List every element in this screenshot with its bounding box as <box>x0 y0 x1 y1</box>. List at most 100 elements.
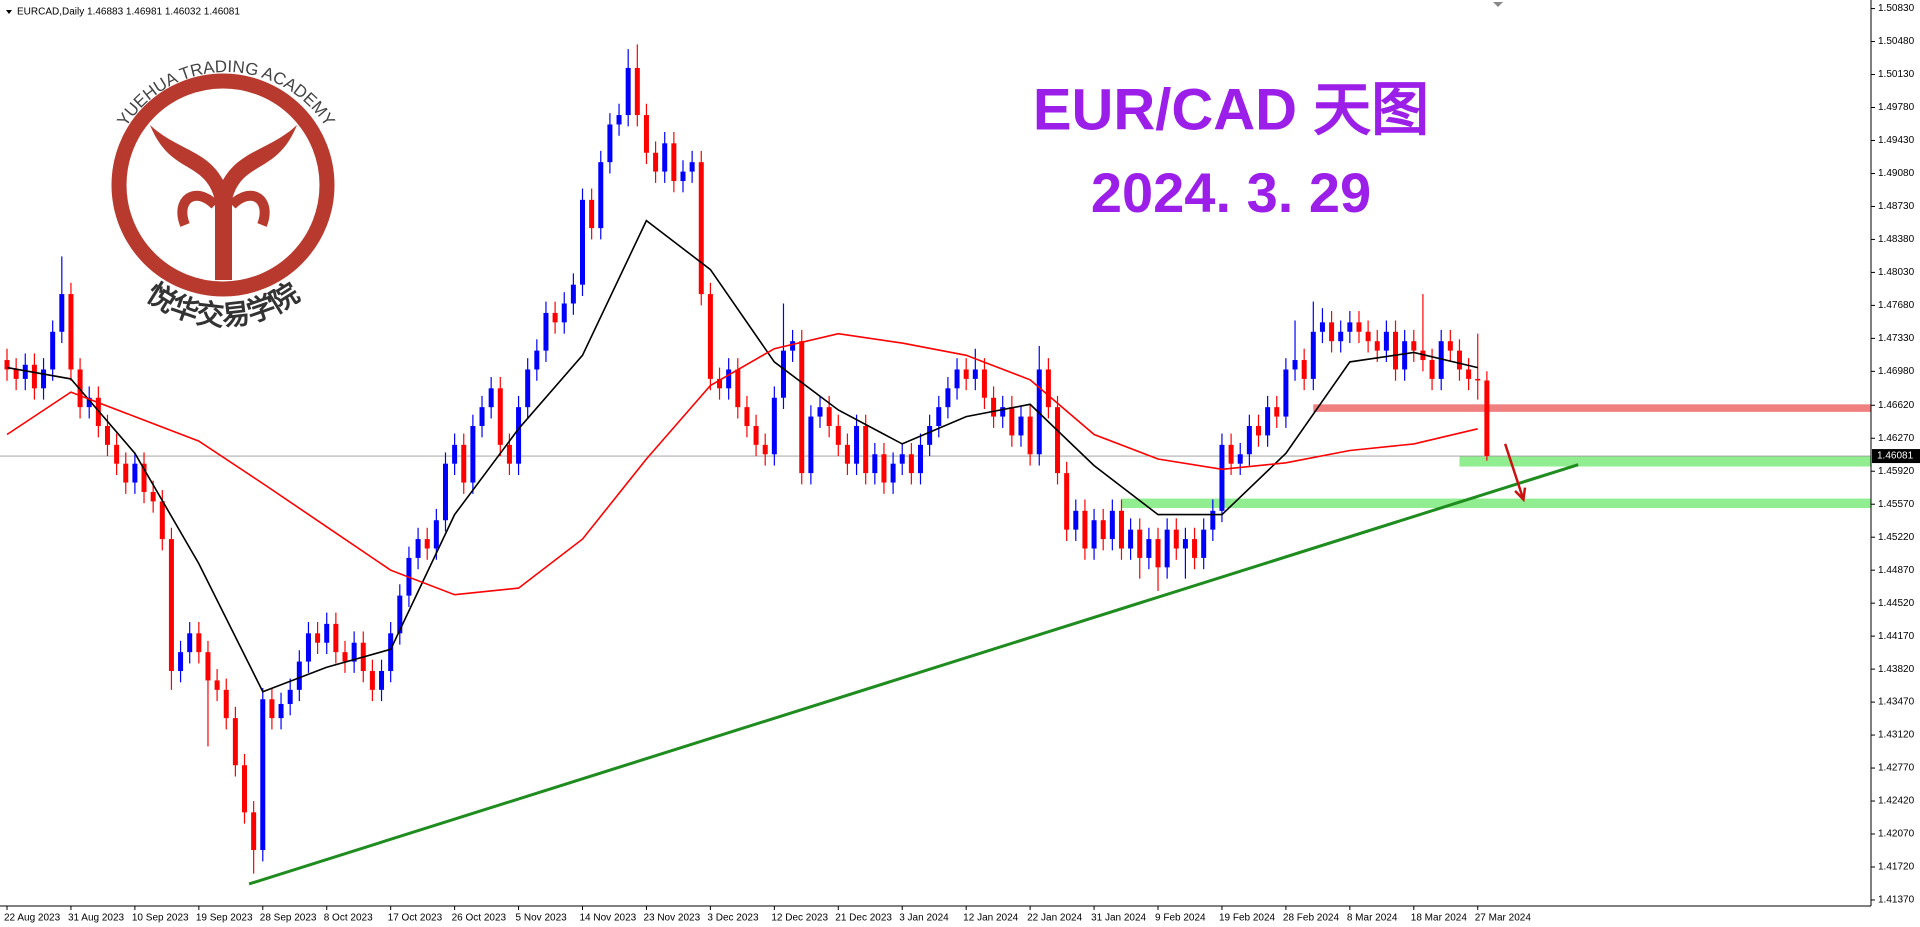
candle-body <box>196 633 202 653</box>
x-tick-label: 10 Sep 2023 <box>132 913 189 924</box>
candle-body <box>223 689 229 719</box>
candle-body <box>86 397 92 408</box>
candle-body <box>1027 416 1033 455</box>
candle-body <box>1292 360 1298 370</box>
candle-body <box>790 341 796 351</box>
candle-body <box>31 364 37 389</box>
candle-body <box>1228 444 1234 464</box>
candle-body <box>589 199 595 229</box>
candle-body <box>826 407 832 427</box>
candle-body <box>379 670 385 690</box>
candle-body <box>1073 510 1079 530</box>
x-tick-label: 9 Feb 2024 <box>1155 913 1206 924</box>
moving-average <box>6 332 1478 596</box>
candle-body <box>1484 380 1490 457</box>
candle-body <box>1265 407 1271 436</box>
candle-body <box>534 350 540 370</box>
y-tick-label: 1.45920 <box>1878 466 1915 477</box>
candle-body <box>543 312 549 351</box>
x-tick-label: 8 Mar 2024 <box>1347 913 1398 924</box>
y-tick-label: 1.46270 <box>1878 433 1915 444</box>
candle-body <box>1347 322 1353 332</box>
candle-body <box>918 444 923 474</box>
price-box <box>1872 449 1920 464</box>
y-tick-label: 1.50480 <box>1878 36 1915 47</box>
y-tick-label: 1.42420 <box>1878 796 1915 807</box>
candle-body <box>141 463 147 492</box>
candle-body <box>908 454 914 474</box>
candle-body <box>744 407 750 427</box>
candle-body <box>214 680 220 690</box>
candle-body <box>762 444 768 455</box>
moving-average <box>6 219 1478 693</box>
candle-body <box>424 539 430 549</box>
candle-body <box>1219 444 1225 511</box>
candle-body <box>1438 341 1444 379</box>
y-tick-label: 1.47330 <box>1878 333 1915 344</box>
candle-body <box>442 463 448 521</box>
x-tick-label: 14 Nov 2023 <box>580 913 637 924</box>
x-tick-label: 28 Feb 2024 <box>1283 913 1340 924</box>
candle-body <box>1082 510 1088 549</box>
candle-body <box>643 115 649 153</box>
candle-body <box>580 199 586 285</box>
y-tick-label: 1.45570 <box>1878 499 1915 510</box>
candle-body <box>1301 360 1307 379</box>
candle-body <box>780 350 786 398</box>
x-tick-label: 22 Aug 2023 <box>4 913 61 924</box>
y-tick-label: 1.44870 <box>1878 565 1915 576</box>
candle-body <box>1146 539 1152 558</box>
candle-body <box>315 633 321 643</box>
candle-body <box>1192 539 1198 558</box>
x-tick-label: 12 Jan 2024 <box>963 913 1018 924</box>
x-tick-label: 27 Mar 2024 <box>1475 913 1532 924</box>
candle-body <box>844 444 850 464</box>
candle-body <box>1310 331 1316 379</box>
x-tick-label: 3 Dec 2023 <box>707 913 759 924</box>
y-tick-label: 1.50130 <box>1878 69 1915 80</box>
candle-body <box>168 539 174 671</box>
candle-body <box>1475 378 1481 381</box>
candle-body <box>187 633 193 653</box>
candle-body <box>1009 407 1015 436</box>
x-tick-label: 5 Nov 2023 <box>516 913 568 924</box>
candle-body <box>945 388 951 408</box>
y-tick-label: 1.43470 <box>1878 697 1915 708</box>
x-tick-label: 19 Sep 2023 <box>196 913 253 924</box>
header: EURCAD,Daily 1.46883 1.46981 1.46032 1.4… <box>17 7 240 18</box>
candle-body <box>936 407 942 427</box>
y-tick-label: 1.42070 <box>1878 829 1915 840</box>
candle-body <box>150 491 156 502</box>
candle-body <box>22 364 28 379</box>
candle-body <box>899 454 905 464</box>
candle-body <box>1045 369 1051 408</box>
logo-mark <box>177 190 270 227</box>
candle-body <box>963 369 969 379</box>
candle-body <box>296 661 302 690</box>
y-tick-label: 1.41720 <box>1878 862 1915 873</box>
candle-body <box>77 369 83 408</box>
candle-body <box>461 444 467 483</box>
candle-body <box>835 426 841 445</box>
x-tick-label: 28 Sep 2023 <box>260 913 317 924</box>
candle-body <box>1128 529 1134 549</box>
y-tick-label: 1.48380 <box>1878 234 1915 245</box>
candle-body <box>59 294 65 332</box>
x-tick-label: 21 Dec 2023 <box>835 913 892 924</box>
y-tick-label: 1.48730 <box>1878 201 1915 212</box>
candle-body <box>242 765 248 813</box>
candle-body <box>351 642 357 662</box>
x-tick-label: 31 Aug 2023 <box>68 913 125 924</box>
candle-body <box>388 633 394 671</box>
candle-body <box>1137 529 1143 558</box>
candle-body <box>662 143 668 172</box>
candle-body <box>981 369 987 398</box>
candle-body <box>890 463 896 483</box>
candle-body <box>1155 539 1161 568</box>
candle-body <box>1237 454 1243 464</box>
trendline <box>248 463 1579 886</box>
candle-body <box>972 369 978 379</box>
candle-body <box>671 143 677 182</box>
candle-body <box>753 426 759 445</box>
